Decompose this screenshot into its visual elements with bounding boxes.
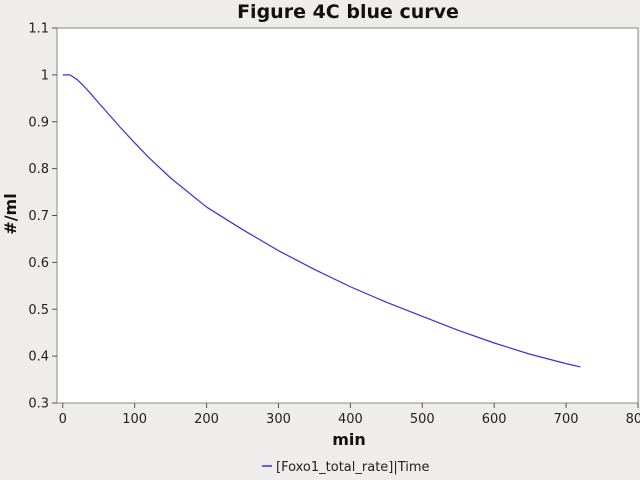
chart-title: Figure 4C blue curve <box>237 1 459 23</box>
y-tick-label: 0.3 <box>28 397 49 412</box>
y-tick-label: 0.6 <box>28 256 49 271</box>
y-tick-label: 0.8 <box>28 162 49 177</box>
plot-area <box>56 27 639 404</box>
x-tick-label: 700 <box>554 412 579 427</box>
y-tick-label: 1.1 <box>28 22 49 37</box>
x-tick-label: 600 <box>482 412 507 427</box>
y-tick-label: 1 <box>41 68 49 83</box>
x-tick-label: 100 <box>122 412 147 427</box>
axes: 0 100 200 300 400 500 600 700 800 0.3 0.4 0.5 0.6 0.7… <box>28 22 640 428</box>
legend: [Foxo1_total_rate]|Time <box>262 460 430 475</box>
x-tick-label: 400 <box>338 412 363 427</box>
y-tick-label: 0.9 <box>28 115 49 130</box>
y-tick-label: 0.5 <box>28 303 49 318</box>
y-axis-title: #/ml <box>1 193 20 234</box>
x-tick-label: 200 <box>194 412 219 427</box>
x-tick-label: 300 <box>266 412 291 427</box>
series-line <box>62 74 581 368</box>
x-tick-label: 0 <box>59 412 67 427</box>
y-tick-label: 0.7 <box>28 209 49 224</box>
x-tick-label: 500 <box>410 412 435 427</box>
x-tick-label: 800 <box>626 412 640 427</box>
y-tick-label: 0.4 <box>28 350 49 365</box>
x-axis-title: min <box>332 430 366 449</box>
legend-label: [Foxo1_total_rate]|Time <box>276 460 430 475</box>
series-layer <box>62 74 581 368</box>
